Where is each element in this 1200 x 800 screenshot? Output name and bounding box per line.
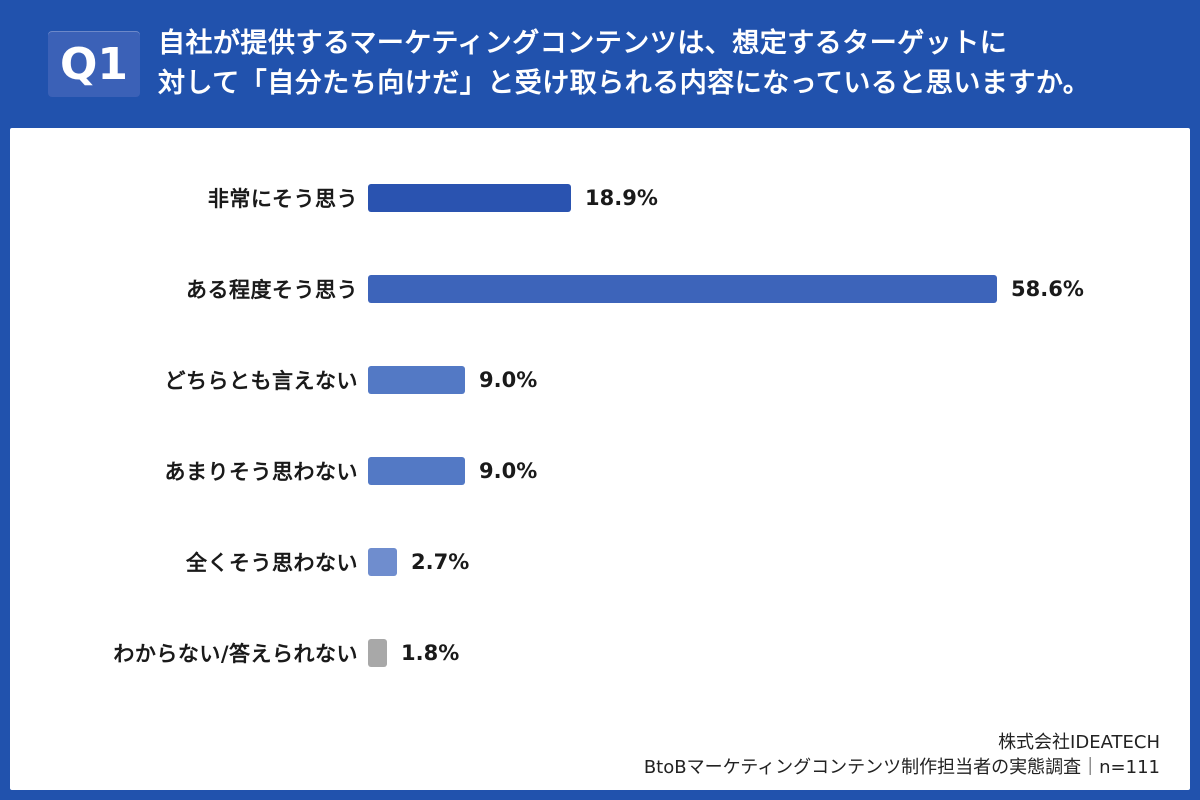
- value-label: 58.6%: [1011, 276, 1084, 301]
- category-label: どちらとも言えない: [164, 368, 358, 393]
- footer-survey-note: BtoBマーケティングコンテンツ制作担当者の実態調査｜n=111: [643, 757, 1160, 778]
- bar: [368, 456, 465, 485]
- chart-row: ある程度そう思う 58.6%: [10, 243, 1190, 334]
- question-title-line2: 対して「自分たち向けだ」と受け取られる内容になっていると思いますか。: [158, 68, 1091, 99]
- category-label: 非常にそう思う: [207, 186, 358, 211]
- bar: [368, 274, 997, 303]
- category-label: あまりそう思わない: [164, 459, 358, 484]
- chart-row: わからない/答えられない 1.8%: [10, 607, 1190, 698]
- value-label: 9.0%: [479, 367, 538, 392]
- chart-row: あまりそう思わない 9.0%: [10, 425, 1190, 516]
- question-number-badge: Q1: [48, 31, 140, 97]
- bar: [368, 638, 387, 667]
- question-title-line1: 自社が提供するマーケティングコンテンツは、想定するターゲットに: [158, 28, 1008, 59]
- chart-row: 全くそう思わない 2.7%: [10, 516, 1190, 607]
- category-label: ある程度そう思う: [186, 277, 358, 302]
- bar: [368, 183, 571, 212]
- category-label: わからない/答えられない: [113, 641, 358, 666]
- bar-chart: 非常にそう思う 18.9% ある程度そう思う 58.6% どちらとも言えない 9.0% あま…: [10, 152, 1190, 698]
- question-title: 自社が提供するマーケティングコンテンツは、想定するターゲットに 対して「自分たち…: [158, 24, 1090, 104]
- value-label: 2.7%: [411, 549, 470, 574]
- chart-panel: 非常にそう思う 18.9% ある程度そう思う 58.6% どちらとも言えない 9.0% あま…: [10, 128, 1190, 790]
- chart-row: どちらとも言えない 9.0%: [10, 334, 1190, 425]
- bar: [368, 547, 397, 576]
- footer-company: 株式会社IDEATECH: [998, 732, 1160, 753]
- value-label: 1.8%: [401, 640, 460, 665]
- value-label: 9.0%: [479, 458, 538, 483]
- footer-attribution: 株式会社IDEATECH BtoBマーケティングコンテンツ制作担当者の実態調査｜…: [644, 730, 1160, 780]
- category-label: 全くそう思わない: [186, 550, 358, 575]
- value-label: 18.9%: [585, 185, 658, 210]
- question-header: Q1 自社が提供するマーケティングコンテンツは、想定するターゲットに 対して「自…: [0, 0, 1200, 128]
- chart-row: 非常にそう思う 18.9%: [10, 152, 1190, 243]
- bar: [368, 365, 465, 394]
